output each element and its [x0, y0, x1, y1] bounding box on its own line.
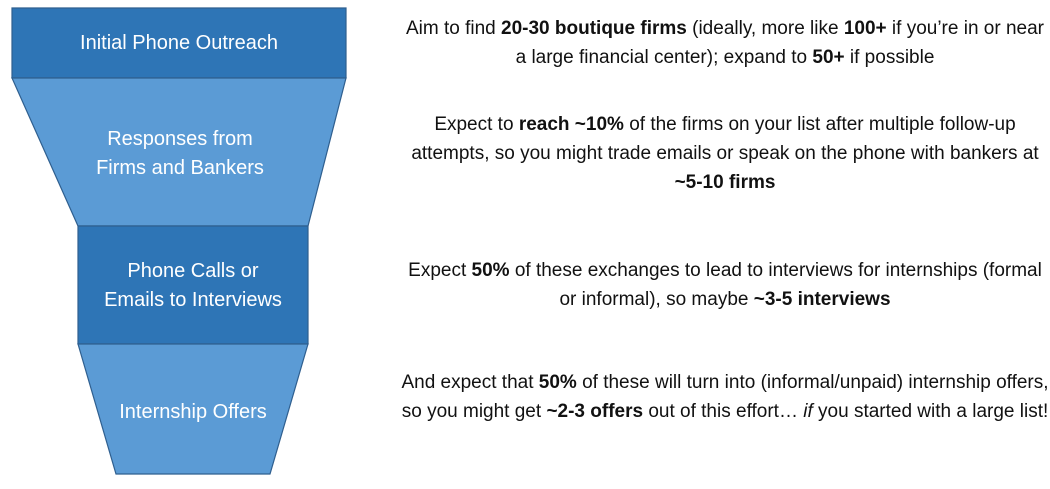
description-segment: of the firms on your list after multiple… — [411, 114, 1039, 164]
description-segment: 50% — [471, 260, 510, 281]
funnel-stage-4-label: Internship Offers — [119, 400, 267, 423]
funnel-stage-3-label: Phone Calls or Emails to Interviews — [104, 260, 282, 311]
description-segment: reach ~10% — [518, 114, 624, 135]
description-4: And expect that 50% of these will turn i… — [400, 368, 1050, 426]
description-segment: ~3-5 interviews — [753, 289, 891, 310]
description-segment: 20-30 boutique firms — [501, 18, 687, 39]
description-3: Expect 50% of these exchanges to lead to… — [400, 256, 1050, 314]
description-segment: Expect to — [434, 114, 519, 135]
description-segment: if — [803, 401, 813, 422]
description-segment: ~2-3 offers — [546, 401, 644, 422]
description-segment: if possible — [844, 47, 935, 68]
description-segment: Aim to find — [405, 18, 502, 39]
funnel-stage-2-label: Responses from Firms and Bankers — [96, 128, 264, 179]
description-segment: ~5-10 firms — [674, 172, 776, 193]
description-segment: you started with a large list! — [812, 401, 1049, 422]
description-segment: of these exchanges to lead to interviews… — [509, 260, 1042, 310]
description-segment: 50+ — [812, 47, 845, 68]
description-segment: Expect — [408, 260, 472, 281]
description-segment: out of this effort… — [643, 401, 804, 422]
funnel-shape — [11, 7, 347, 475]
description-segment: 50% — [538, 372, 577, 393]
description-1: Aim to find 20-30 boutique firms (ideall… — [400, 14, 1050, 72]
description-segment: And expect that — [401, 372, 539, 393]
description-segment: (ideally, more like — [686, 18, 844, 39]
description-segment: 100+ — [843, 18, 887, 39]
description-segment: of these will turn into (informal/unpaid… — [401, 372, 1049, 422]
description-segment: if you’re in or near a large financial c… — [515, 18, 1044, 68]
funnel-stage-4-shape — [77, 343, 309, 475]
funnel-stage-1-label: Initial Phone Outreach — [80, 31, 278, 54]
description-2: Expect to reach ~10% of the firms on you… — [400, 110, 1050, 197]
